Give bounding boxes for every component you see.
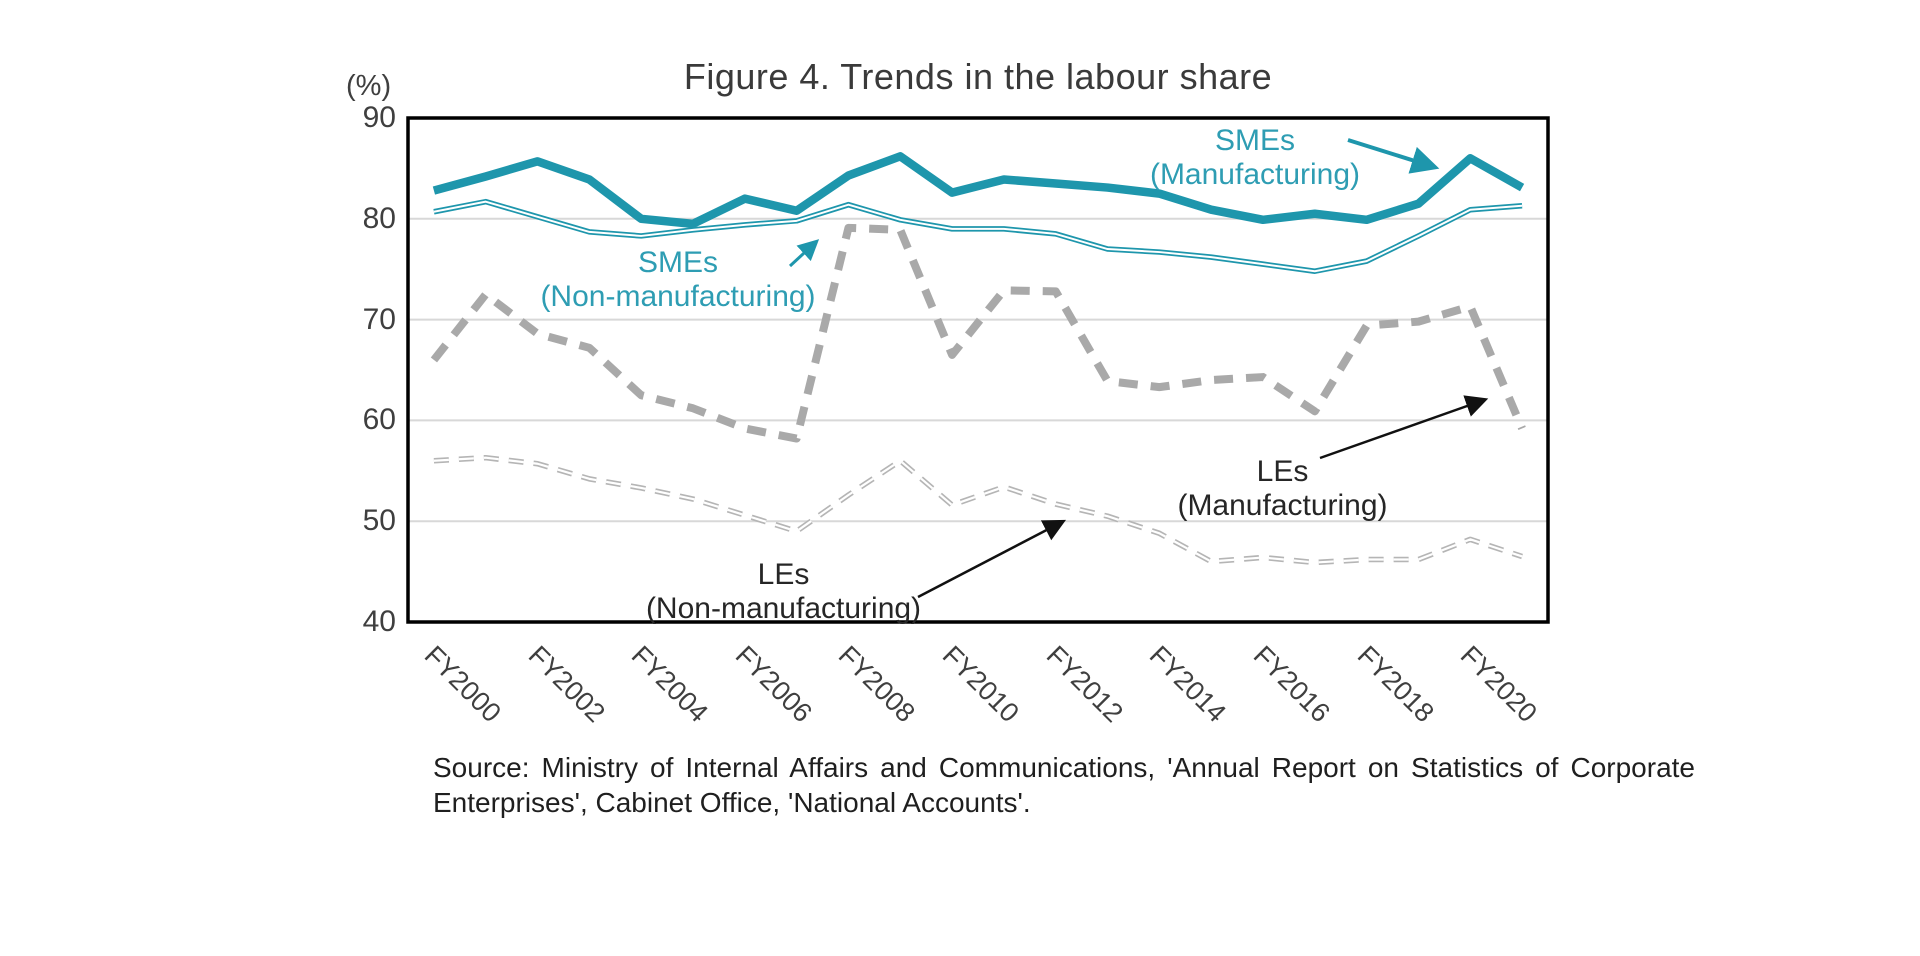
arrow-to-les-manufacturing [1319, 395, 1489, 460]
series-label-les-non-manufacturing: LEs (Non-manufacturing) [636, 558, 931, 626]
line-les-manufacturing [430, 223, 1526, 443]
y-axis-unit-label: (%) [346, 70, 392, 102]
line-smes-non-manufacturing-core [433, 200, 1523, 273]
y-tick-label-50: 50 [362, 504, 396, 538]
series-label-line: (Non-manufacturing) [540, 280, 816, 313]
y-tick-label-80: 80 [362, 201, 396, 235]
arrow-to-les-non-manufacturing [917, 519, 1066, 599]
series-label-line: (Manufacturing) [1177, 489, 1388, 522]
y-tick-label-90: 90 [362, 101, 396, 134]
source-note: Source: Ministry of Internal Affairs and… [433, 750, 1695, 820]
source-line-2: Enterprises', Cabinet Office, 'National … [433, 787, 1031, 818]
series-label-line: (Manufacturing) [1149, 158, 1361, 191]
arrow-to-smes-manufacturing [1347, 138, 1440, 174]
chart-title: Figure 4. Trends in the labour share [683, 56, 1273, 97]
plot-border [406, 116, 1550, 624]
series-label-line: LEs [757, 558, 810, 591]
series-label-line: SMEs [637, 246, 718, 279]
series-label-line: (Non-manufacturing) [645, 592, 922, 625]
y-tick-label-40: 40 [362, 605, 396, 638]
series-label-les-manufacturing: LEs (Manufacturing) [1135, 455, 1430, 523]
y-tick-label-70: 70 [362, 302, 396, 336]
series-label-line: SMEs [1214, 124, 1295, 157]
line-smes-manufacturing [432, 152, 1525, 229]
source-line-1: Source: Ministry of Internal Affairs and… [433, 752, 1695, 783]
series-label-line: LEs [1256, 455, 1309, 488]
series-label-smes-manufacturing: SMEs (Manufacturing) [1100, 124, 1410, 192]
y-tick-label-60: 60 [362, 403, 396, 437]
line-les-non-manufacturing-core [433, 456, 1523, 564]
arrow-to-smes-non-manufacturing [788, 239, 820, 268]
series-label-smes-non-manufacturing: SMEs (Non-manufacturing) [528, 246, 828, 314]
